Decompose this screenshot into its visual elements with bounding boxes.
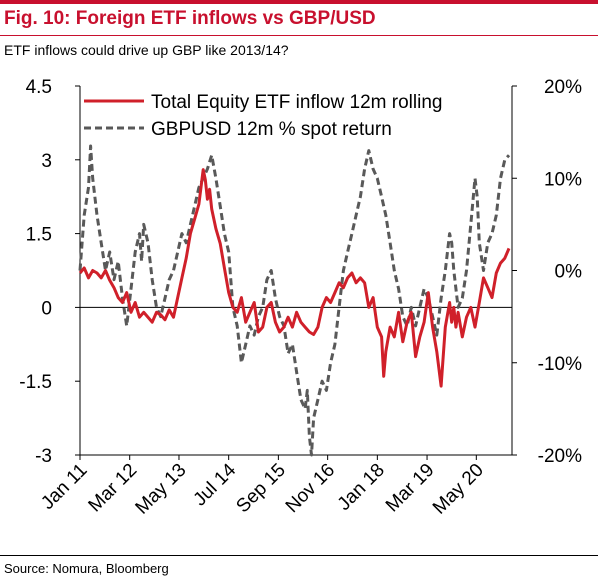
- right-tick-label: -10%: [538, 354, 582, 375]
- right-axis-ticks: 20% 10% 0% -10% -20%: [538, 77, 582, 467]
- right-tick-label: 0%: [555, 262, 583, 283]
- left-tick-label: 4.5: [26, 77, 52, 98]
- right-tick-label: 20%: [544, 77, 582, 98]
- x-tick-label: May 20: [429, 460, 488, 519]
- x-tick-label: Nov 16: [282, 460, 339, 517]
- chart-axes: [75, 85, 517, 460]
- x-tick-label: Jan 18: [334, 460, 389, 515]
- top-accent-bar: [0, 0, 598, 4]
- chart-subtitle: ETF inflows could drive up GBP like 2013…: [4, 42, 289, 58]
- right-tick-label: 10%: [544, 169, 582, 190]
- left-tick-label: 3: [41, 151, 52, 172]
- equity-etf-inflow-line: [78, 168, 511, 388]
- left-tick-label: -1.5: [19, 372, 52, 393]
- right-tick-label: -20%: [538, 446, 582, 467]
- x-tick-label: Mar 12: [85, 460, 142, 517]
- x-tick-label: May 13: [132, 460, 191, 519]
- x-tick-label: Jan 11: [37, 460, 91, 514]
- x-tick-label: Mar 19: [382, 460, 439, 517]
- left-tick-label: -3: [35, 446, 52, 467]
- gbpusd-return-line: [78, 144, 511, 457]
- page-title: Fig. 10: Foreign ETF inflows vs GBP/USD: [4, 8, 376, 29]
- etf-gbp-chart: 4.531.50-1.5-3 20%10%0%-10%-20% Jan 11Ma…: [19, 77, 582, 519]
- left-axis-ticks: 4.5 3 1.5 0 -1.5 -3: [19, 77, 52, 467]
- left-tick-label: 1.5: [26, 225, 52, 246]
- source-divider: [0, 555, 598, 556]
- left-tick-label: 0: [41, 298, 52, 319]
- chart-legend: Total Equity ETF inflow 12m rolling GBPUS…: [84, 92, 442, 140]
- legend-label: GBPUSD 12m % spot return: [151, 119, 392, 140]
- title-divider: [0, 35, 598, 36]
- series-lines: [78, 144, 511, 457]
- source-note: Source: Nomura, Bloomberg: [4, 561, 169, 576]
- legend-label: Total Equity ETF inflow 12m rolling: [151, 92, 442, 113]
- x-tick-label: Sep 15: [232, 460, 289, 517]
